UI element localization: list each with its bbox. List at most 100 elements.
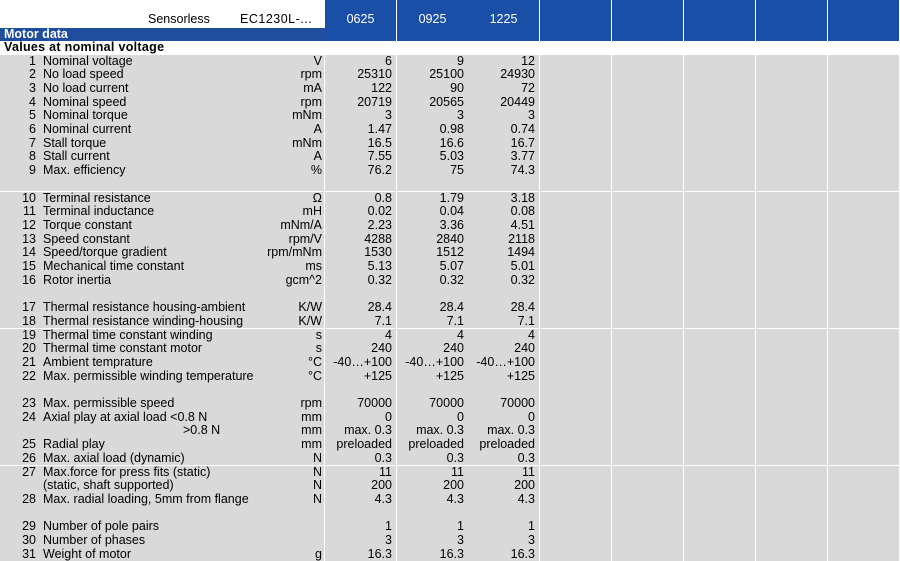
value-cell-0625: 20719 xyxy=(357,94,392,109)
row-label-background xyxy=(0,369,324,384)
value-cell-0925: 2840 xyxy=(436,231,464,246)
cell-background xyxy=(468,246,539,260)
row-label-background xyxy=(0,54,324,69)
column-header-2: 0925 xyxy=(397,0,468,41)
value-cell-1225: 0.3 xyxy=(517,450,535,465)
cell-background xyxy=(684,479,755,493)
row-unit: s xyxy=(315,341,322,356)
table-row: >0.8 N mm max. 0.3 max. 0.3 max. 0.3 xyxy=(0,423,900,439)
value-cell-0925: 5.07 xyxy=(439,259,464,273)
cell-background xyxy=(468,273,539,288)
cell-background xyxy=(612,342,683,356)
row-number: 9 xyxy=(29,163,36,178)
cell-background xyxy=(325,383,396,397)
row-label-background xyxy=(0,438,324,452)
cell-background xyxy=(468,369,539,384)
row-label-background xyxy=(0,246,324,260)
cell-background xyxy=(468,534,539,548)
cell-background xyxy=(612,534,683,548)
row-label: Radial play xyxy=(43,437,105,452)
value-cell-0625: 0.3 xyxy=(374,450,392,465)
value-cell-1225: 240 xyxy=(514,341,535,356)
cell-background xyxy=(325,109,396,123)
cell-background xyxy=(612,547,683,561)
cell-background xyxy=(828,355,899,370)
row-number: 26 xyxy=(22,450,36,465)
row-label-background xyxy=(0,342,324,356)
row-unit: A xyxy=(313,122,322,136)
row-number: 18 xyxy=(22,313,36,328)
value-cell-1225: 1494 xyxy=(507,245,535,260)
row-number: 15 xyxy=(22,259,36,273)
cell-background xyxy=(468,260,539,274)
value-cell-0625: 4 xyxy=(385,327,392,342)
row-label-background xyxy=(0,232,324,247)
row-unit: rpm xyxy=(300,396,322,410)
cell-background xyxy=(684,369,755,384)
row-number: 31 xyxy=(22,546,36,561)
cell-background xyxy=(828,492,899,507)
table-row: 29 Number of pole pairs 1 1 1 xyxy=(0,520,900,534)
row-number xyxy=(0,479,36,493)
cell-background xyxy=(540,451,611,466)
row-number: 7 xyxy=(29,135,36,150)
row-label-background xyxy=(0,81,324,96)
cell-background xyxy=(756,328,827,343)
column-header-6 xyxy=(684,0,755,41)
value-cell-1225: 24930 xyxy=(500,67,535,82)
value-cell-0925: 1 xyxy=(457,519,464,534)
cell-background xyxy=(756,383,827,397)
row-label: Speed/torque gradient xyxy=(43,245,167,260)
cell-background xyxy=(540,109,611,123)
row-number: 1 xyxy=(29,53,36,68)
row-label-background xyxy=(0,506,324,521)
value-cell-0925: 75 xyxy=(450,163,464,178)
cell-background xyxy=(397,534,468,548)
cell-background xyxy=(397,68,468,82)
cell-background xyxy=(756,438,827,452)
cell-background xyxy=(828,506,899,521)
cell-background xyxy=(397,314,468,329)
cell-background xyxy=(684,205,755,219)
cell-background xyxy=(828,424,899,439)
cell-background xyxy=(828,273,899,288)
table-row: 23 Max. permissible speed rpm 70000 70000 700… xyxy=(0,396,900,411)
cell-background xyxy=(684,177,755,192)
cell-background xyxy=(756,81,827,96)
cell-background xyxy=(828,177,899,192)
spacer-row xyxy=(0,506,900,521)
row-label: Stall current xyxy=(43,149,110,164)
row-unit: V xyxy=(313,53,322,68)
cell-background xyxy=(684,465,755,480)
cell-background xyxy=(612,301,683,315)
row-number: 17 xyxy=(22,300,36,315)
cell-background xyxy=(468,232,539,247)
cell-background xyxy=(756,342,827,356)
cell-background xyxy=(397,424,468,439)
header-left: Sensorless EC1230L-... Motor data xyxy=(0,0,325,41)
table-row: 7 Stall torque mNm 16.5 16.6 16.7 xyxy=(0,135,900,151)
table-row: 21 Ambient temprature °C -40…+100 -40…+100 -4… xyxy=(0,355,900,370)
value-cell-0925: 3.36 xyxy=(439,217,464,232)
cell-background xyxy=(325,424,396,439)
cell-background xyxy=(540,520,611,534)
table-row: 15 Mechanical time constant ms 5.13 5.07 5.01 xyxy=(0,259,900,274)
cell-background xyxy=(540,547,611,561)
row-label-background xyxy=(0,534,324,548)
row-number: 4 xyxy=(29,94,36,109)
cell-background xyxy=(540,136,611,151)
row-unit: N xyxy=(312,450,322,465)
table-row: 13 Speed constant rpm/V 4288 2840 2118 xyxy=(0,231,900,247)
cell-background xyxy=(756,205,827,219)
table-row: 26 Max. axial load (dynamic) N 0.3 0.3 0.3 xyxy=(0,450,900,466)
cell-background xyxy=(756,273,827,288)
cell-background xyxy=(756,492,827,507)
cell-background xyxy=(612,232,683,247)
cell-background xyxy=(397,520,468,534)
cell-background xyxy=(756,150,827,165)
row-unit: K/W xyxy=(298,313,322,328)
cell-background xyxy=(468,520,539,534)
cell-background xyxy=(828,397,899,411)
row-label: Max. radial loading, 5mm from flange xyxy=(43,491,249,506)
value-cell-0925: max. 0.3 xyxy=(416,423,464,438)
